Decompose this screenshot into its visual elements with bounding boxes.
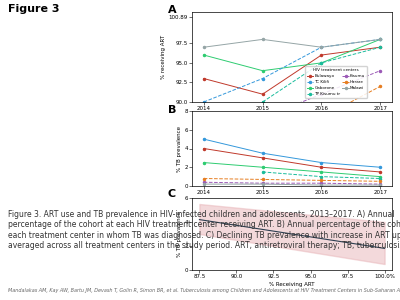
Legend: Bulawayo, TC Kilifi, Gaborone, TP Kisumu tr, Kisumu, Harare, Malawi: Bulawayo, TC Kilifi, Gaborone, TP Kisumu… [305, 66, 367, 98]
Text: Figure 3: Figure 3 [8, 4, 60, 14]
X-axis label: % Receiving ART: % Receiving ART [269, 282, 315, 287]
Text: C: C [168, 189, 176, 200]
Y-axis label: % TB prevalence: % TB prevalence [176, 125, 182, 172]
Text: A: A [168, 5, 177, 15]
Y-axis label: % receiving ART: % receiving ART [161, 35, 166, 79]
Text: B: B [168, 105, 176, 115]
Text: Mandalakas AM, Kay AW, Bartu JM, Devash T, Golin R, Simon BR, et al. Tuberculosi: Mandalakas AM, Kay AW, Bartu JM, Devash … [8, 288, 400, 293]
Text: Figure 3. ART use and TB prevalence in HIV-infected children and adolescents, 20: Figure 3. ART use and TB prevalence in H… [8, 210, 400, 250]
Y-axis label: % TB prevalence: % TB prevalence [176, 211, 182, 257]
